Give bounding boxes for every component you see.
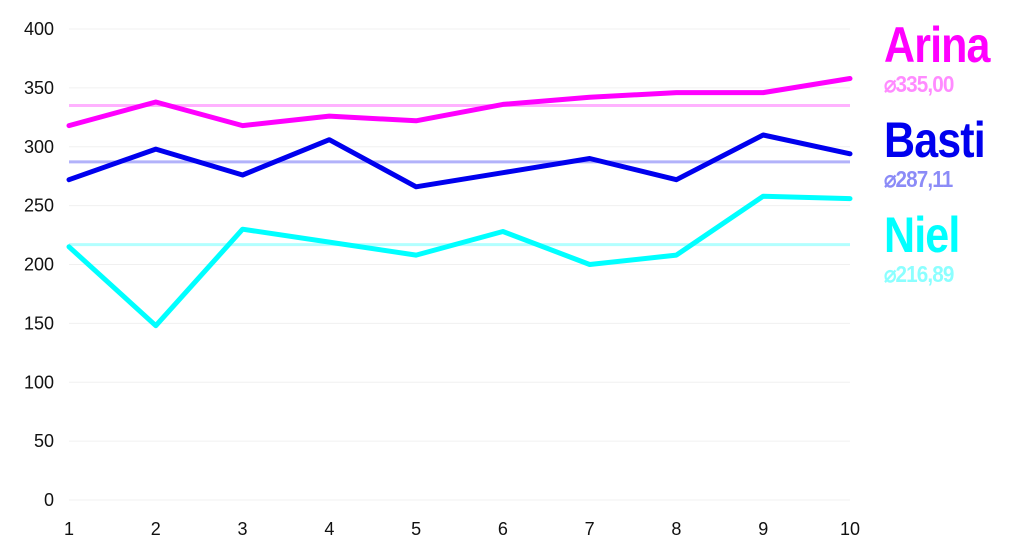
legend: Arina ⌀335,00 Basti ⌀287,11 Niel ⌀216,89	[884, 18, 1019, 303]
legend-series-average: ⌀287,11	[884, 166, 953, 192]
series-line-niel	[66, 193, 853, 329]
y-tick-label: 250	[24, 196, 54, 216]
y-tick-label: 350	[24, 78, 54, 98]
series-line-basti	[66, 132, 853, 190]
x-tick-label: 7	[585, 519, 595, 539]
legend-series-average: ⌀335,00	[884, 71, 954, 97]
y-tick-label: 400	[24, 19, 54, 39]
y-tick-label: 0	[44, 490, 54, 510]
legend-entry-niel: Niel ⌀216,89	[884, 208, 1019, 303]
y-tick-label: 300	[24, 137, 54, 157]
x-tick-label: 2	[151, 519, 161, 539]
x-tick-label: 4	[324, 519, 334, 539]
x-tick-label: 6	[498, 519, 508, 539]
y-tick-label: 200	[24, 255, 54, 275]
x-tick-label: 1	[64, 519, 74, 539]
legend-series-name: Arina	[884, 17, 990, 73]
legend-entry-arina: Arina ⌀335,00	[884, 18, 1019, 113]
y-tick-label: 100	[24, 372, 54, 392]
legend-series-average: ⌀216,89	[884, 261, 954, 287]
y-tick-label: 50	[34, 431, 54, 451]
series-line-arina	[66, 76, 853, 129]
legend-series-name: Basti	[884, 112, 986, 168]
legend-entry-basti: Basti ⌀287,11	[884, 113, 1019, 208]
y-tick-label: 150	[24, 313, 54, 333]
legend-series-name: Niel	[884, 207, 960, 263]
x-tick-label: 5	[411, 519, 421, 539]
x-tick-label: 10	[840, 519, 860, 539]
x-tick-label: 9	[758, 519, 768, 539]
x-tick-label: 3	[238, 519, 248, 539]
x-tick-label: 8	[671, 519, 681, 539]
